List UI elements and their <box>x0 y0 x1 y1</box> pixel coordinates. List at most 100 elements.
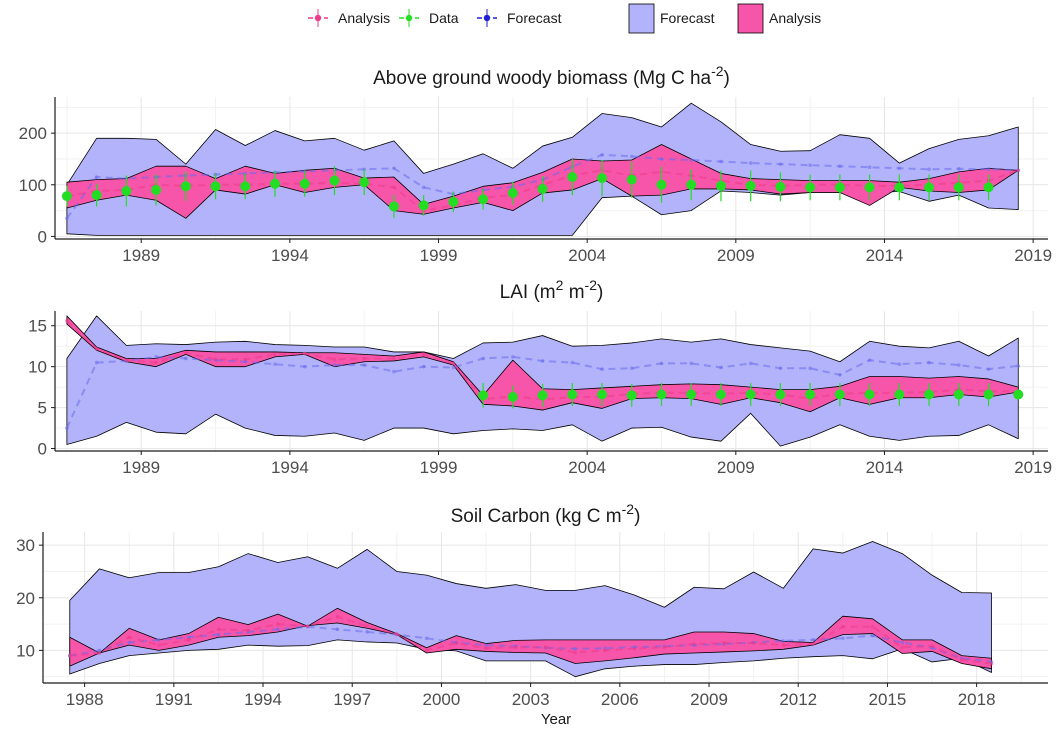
data-point <box>537 183 548 194</box>
data-point <box>894 389 905 400</box>
forecast-line-point <box>781 639 786 643</box>
analysis-line-point <box>811 642 815 646</box>
x-tick-label: 1999 <box>420 458 458 477</box>
data-point <box>805 389 816 400</box>
forecast-band <box>66 315 1019 447</box>
x-tick-label: 2009 <box>717 458 755 477</box>
y-tick-label: 5 <box>38 399 47 418</box>
data-point <box>924 182 935 193</box>
analysis-line-point <box>362 356 366 361</box>
legend-label: Analysis <box>769 10 821 26</box>
title-text: Soil Carbon (kg C m <box>451 506 622 527</box>
analysis-line-point <box>97 651 102 655</box>
analysis-line-point <box>841 624 845 629</box>
data-point <box>507 188 518 199</box>
analysis-line-point <box>305 624 310 628</box>
legend-item-data-line: Data <box>399 9 459 27</box>
analysis-line <box>66 320 1019 401</box>
legend-point-key <box>314 14 322 22</box>
data-point <box>1013 389 1024 400</box>
analysis-line-point <box>124 358 129 362</box>
data-point <box>478 194 489 205</box>
forecast-line-point <box>424 636 429 641</box>
title-text: ) <box>597 282 603 303</box>
forecast-line-point <box>957 166 961 171</box>
analysis-line-point <box>276 622 280 626</box>
forecast-line-point <box>157 638 161 642</box>
legend-label: Analysis <box>338 10 390 26</box>
forecast-line-point <box>570 360 575 365</box>
analysis-line-point <box>959 658 964 662</box>
analysis-line-point <box>67 653 72 658</box>
y-tick-label: 30 <box>16 536 35 555</box>
analysis-line-point <box>184 350 188 355</box>
forecast-line-point <box>451 365 456 370</box>
data-point <box>507 391 518 402</box>
data-point <box>834 389 845 400</box>
x-tick-label: 2014 <box>866 246 904 265</box>
title-superscript: -2 <box>585 277 598 293</box>
analysis-line-point <box>335 614 340 619</box>
analysis-line-point <box>722 641 726 645</box>
analysis-line-point <box>302 351 307 356</box>
analysis-line-point <box>513 645 518 650</box>
analysis-line-point <box>989 661 994 666</box>
forecast-line-point <box>927 360 931 365</box>
x-tick-label: 1994 <box>244 690 282 709</box>
analysis-line-point <box>751 641 756 645</box>
forecast-line-point <box>870 633 875 638</box>
forecast-line-point <box>808 163 812 167</box>
forecast-line-point <box>511 355 515 359</box>
forecast-line-point <box>957 363 961 367</box>
data-point <box>953 182 964 193</box>
analysis-line-point <box>246 628 250 633</box>
analysis-line-point <box>424 648 429 653</box>
forecast-line-point <box>421 185 426 190</box>
analysis-line-point <box>870 624 875 629</box>
x-tick-label: 2000 <box>423 690 461 709</box>
forecast-line-point <box>600 153 604 157</box>
forecast-line-point <box>778 366 783 371</box>
forecast-line-point <box>897 166 902 171</box>
forecast-line <box>69 625 992 663</box>
panel-title: Soil Carbon (kg C m-2) <box>451 501 641 527</box>
x-tick-label: 1988 <box>66 690 104 709</box>
forecast-line-point <box>811 638 815 642</box>
forecast-line-point <box>927 167 931 172</box>
forecast-line-point <box>629 366 634 371</box>
legend-label: Forecast <box>660 10 715 26</box>
forecast-line-point <box>748 361 753 366</box>
forecast-line-point <box>94 360 99 365</box>
data-point <box>537 390 548 401</box>
analysis-band <box>69 607 992 670</box>
data-point <box>597 173 608 184</box>
forecast-line-point <box>365 630 369 634</box>
forecast-line-point <box>65 216 69 221</box>
x-tick-label: 2019 <box>1014 246 1052 265</box>
panel-1: 1989 1994 1999 2004 2009 2014 2019 0 100 200 Above… <box>19 63 1052 265</box>
panels: 1989 1994 1999 2004 2009 2014 20190100200Above… <box>16 63 1052 709</box>
forecast-line-point <box>986 367 991 371</box>
analysis-line-point <box>157 643 161 647</box>
y-tick-label: 15 <box>28 317 47 336</box>
data-point <box>567 172 578 183</box>
legend-item-analysis-band: Analysis <box>737 3 821 34</box>
x-tick-label: 2015 <box>869 690 907 709</box>
data-point <box>715 180 726 191</box>
data-point <box>656 389 667 400</box>
data-point <box>299 178 310 189</box>
data-point <box>180 181 191 192</box>
analysis-line-point <box>900 645 905 650</box>
data-point <box>121 185 132 196</box>
forecast-line-point <box>841 636 845 641</box>
analysis-line-point <box>154 360 158 365</box>
forecast-line-point <box>659 157 664 161</box>
data-point <box>656 179 667 190</box>
data-point <box>210 181 221 192</box>
legend: Analysis Data Forecast Forecast Analysis <box>308 3 821 34</box>
y-tick-label: 200 <box>19 124 47 143</box>
panel-3: 1988 1991 1994 1997 2000 2003 2006 2009 2012 2015… <box>16 501 1048 709</box>
analysis-line-point <box>421 352 426 357</box>
data-point <box>834 182 845 193</box>
analysis-line-point <box>451 361 456 366</box>
